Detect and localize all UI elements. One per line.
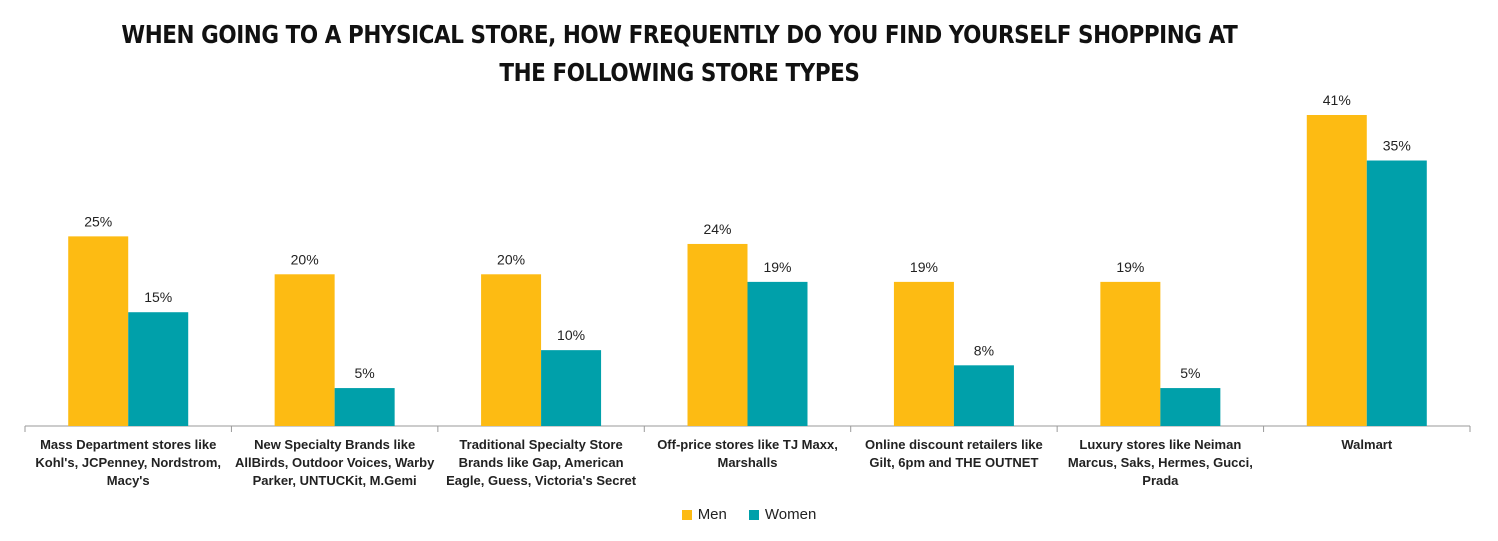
legend: Men Women bbox=[0, 506, 1498, 523]
data-label-women-6: 35% bbox=[1383, 138, 1411, 154]
chart-title-line-1: WHEN GOING TO A PHYSICAL STORE, HOW FREQ… bbox=[121, 20, 1238, 49]
data-label-men-3: 24% bbox=[703, 221, 731, 237]
bar-men-5 bbox=[1100, 281, 1161, 426]
data-label-men-1: 20% bbox=[291, 251, 319, 267]
legend-label-men: Men bbox=[697, 506, 727, 523]
data-label-women-2: 10% bbox=[557, 327, 585, 343]
category-label-1: New Specialty Brands like AllBirds, Outdo… bbox=[235, 437, 435, 488]
category-label-line: Kohl's, JCPenney, Nordstrom, bbox=[35, 455, 221, 470]
legend-swatch-women bbox=[748, 509, 759, 520]
data-label-men-4: 19% bbox=[910, 259, 938, 275]
data-label-women-1: 5% bbox=[355, 365, 375, 381]
bar-men-0 bbox=[68, 236, 129, 426]
category-label-line: Prada bbox=[1142, 473, 1179, 488]
bar-men-3 bbox=[687, 243, 748, 426]
category-label-line: Traditional Specialty Store bbox=[459, 437, 622, 452]
bar-women-3 bbox=[747, 281, 808, 426]
category-label-3: Off-price stores like TJ Maxx, Marshalls bbox=[657, 437, 838, 470]
bar-women-2 bbox=[541, 350, 602, 426]
category-label-line: Walmart bbox=[1341, 437, 1392, 452]
data-label-women-3: 19% bbox=[763, 259, 791, 275]
category-label-line: Luxury stores like Neiman bbox=[1079, 437, 1241, 452]
category-label-4: Online discount retailers like Gilt, 6pm … bbox=[865, 437, 1043, 470]
category-label-2: Traditional Specialty Store Brands like G… bbox=[446, 437, 637, 488]
category-label-line: Off-price stores like TJ Maxx, bbox=[657, 437, 838, 452]
bar-women-0 bbox=[128, 312, 189, 426]
category-label-line: Online discount retailers like bbox=[865, 437, 1043, 452]
category-label-line: Macy's bbox=[107, 473, 150, 488]
category-label-line: Mass Department stores like bbox=[40, 437, 216, 452]
bar-women-6 bbox=[1366, 160, 1427, 426]
category-label-line: Marshalls bbox=[718, 455, 778, 470]
category-label-0: Mass Department stores like Kohl's, JCPen… bbox=[35, 437, 221, 488]
data-label-men-5: 19% bbox=[1116, 259, 1144, 275]
category-label-5: Luxury stores like Neiman Marcus, Saks, H… bbox=[1068, 437, 1253, 488]
data-label-men-6: 41% bbox=[1323, 92, 1351, 108]
bar-men-2 bbox=[481, 274, 542, 426]
category-label-line: Gilt, 6pm and THE OUTNET bbox=[869, 455, 1038, 470]
category-label-line: Eagle, Guess, Victoria's Secret bbox=[446, 473, 637, 488]
bar-men-4 bbox=[893, 281, 954, 426]
chart-title: WHEN GOING TO A PHYSICAL STORE, HOW FREQ… bbox=[0, 16, 1359, 92]
data-label-men-2: 20% bbox=[497, 251, 525, 267]
chart-title-line-2: THE FOLLOWING STORE TYPES bbox=[499, 58, 860, 87]
bar-chart: 25% 15% Mass Department stores like Kohl's,… bbox=[24, 92, 1471, 488]
data-label-women-4: 8% bbox=[974, 342, 994, 358]
bar-men-6 bbox=[1306, 115, 1367, 426]
category-label-line: Parker, UNTUCKit, M.Gemi bbox=[253, 473, 417, 488]
category-label-line: Marcus, Saks, Hermes, Gucci, bbox=[1068, 455, 1253, 470]
data-label-women-5: 5% bbox=[1180, 365, 1200, 381]
bar-women-4 bbox=[953, 365, 1014, 426]
bar-men-1 bbox=[274, 274, 335, 426]
bar-women-1 bbox=[334, 388, 395, 426]
legend-swatch-men bbox=[681, 509, 692, 520]
data-label-men-0: 25% bbox=[84, 213, 112, 229]
legend-item-men: Men bbox=[681, 506, 727, 523]
category-label-line: AllBirds, Outdoor Voices, Warby bbox=[235, 455, 435, 470]
category-label-line: Brands like Gap, American bbox=[459, 455, 624, 470]
bar-women-5 bbox=[1160, 388, 1221, 426]
legend-item-women: Women bbox=[748, 506, 817, 523]
category-label-line: New Specialty Brands like bbox=[254, 437, 415, 452]
legend-label-women: Women bbox=[764, 506, 817, 523]
category-label-6: Walmart bbox=[1341, 437, 1392, 452]
data-label-women-0: 15% bbox=[144, 289, 172, 305]
